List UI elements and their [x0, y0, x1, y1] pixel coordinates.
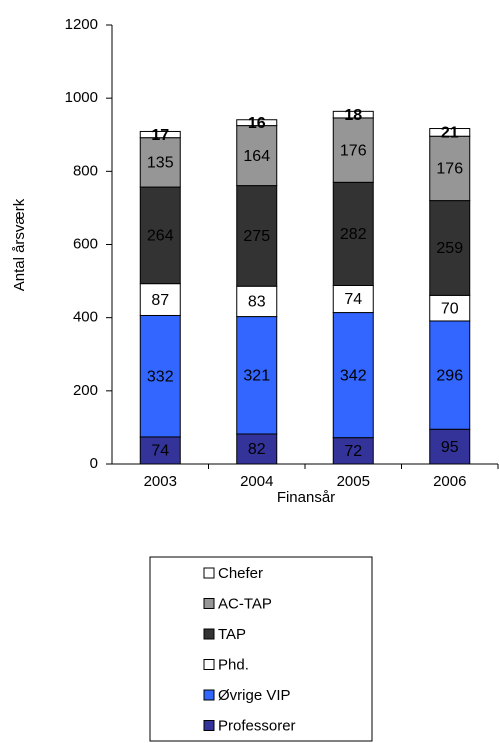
bar-segment [236, 316, 278, 435]
data-label: 332 [147, 368, 174, 385]
bar-segment [236, 125, 278, 187]
data-label: 18 [344, 107, 362, 124]
data-label: 72 [344, 443, 362, 460]
bar-segment [332, 110, 374, 119]
bar-segment [332, 117, 374, 183]
y-tick-label: 200 [73, 382, 98, 399]
y-axis-title: Antal årsværk [11, 198, 28, 291]
bar-segment [429, 128, 471, 137]
bar-segment [139, 137, 181, 188]
data-label: 282 [340, 226, 367, 243]
y-tick-label: 1200 [65, 16, 98, 33]
legend-swatch [203, 689, 215, 701]
data-label: 17 [151, 127, 169, 144]
bar-segment [429, 135, 471, 202]
y-tick-label: 800 [73, 162, 98, 179]
bar-segment [139, 283, 181, 316]
data-label: 74 [344, 291, 362, 308]
data-label: 296 [436, 367, 463, 384]
legend-label: Professorer [218, 717, 296, 734]
bar-segment [139, 186, 181, 285]
bar-segment [236, 433, 278, 465]
data-label: 16 [248, 115, 266, 132]
y-tick-label: 0 [90, 455, 98, 472]
bar-segment [429, 320, 471, 430]
legend-box [149, 556, 373, 742]
bar-segment [139, 130, 181, 139]
x-tick-label: 2003 [144, 473, 177, 490]
data-label: 176 [340, 142, 367, 159]
data-label: 95 [441, 439, 459, 456]
bar-segment [139, 314, 181, 438]
bar-segment [236, 185, 278, 287]
y-tick-label: 600 [73, 235, 98, 252]
data-label: 74 [151, 443, 169, 460]
data-label: 87 [151, 292, 169, 309]
bar-segment [429, 200, 471, 296]
x-tick-label: 2005 [337, 473, 370, 490]
data-label: 264 [147, 228, 174, 245]
legend-label: Øvrige VIP [218, 687, 291, 704]
bar-segment [332, 181, 374, 286]
data-label: 135 [147, 155, 174, 172]
data-label: 83 [248, 294, 266, 311]
x-axis-title: Finansår [277, 489, 335, 506]
data-label: 176 [436, 161, 463, 178]
data-label: 342 [340, 367, 367, 384]
legend-swatch [203, 659, 215, 670]
legend-swatch [203, 567, 215, 579]
legend-swatch [203, 598, 215, 609]
data-label: 82 [248, 441, 266, 458]
legend-label: Chefer [218, 565, 263, 582]
legend-label: AC-TAP [218, 595, 272, 612]
y-tick-label: 400 [73, 309, 98, 326]
data-label: 275 [243, 228, 270, 245]
bar-segment [332, 312, 374, 439]
y-tick-label: 1000 [65, 89, 98, 106]
x-tick-label: 2006 [433, 473, 466, 490]
data-label: 70 [441, 300, 459, 317]
data-label: 321 [243, 368, 270, 385]
bar-segment [236, 119, 278, 127]
bar-segment [429, 428, 471, 465]
legend-swatch [203, 628, 215, 640]
data-label: 21 [441, 125, 459, 142]
legend-label: Phd. [218, 656, 249, 673]
legend-label: TAP [218, 626, 246, 643]
x-tick-label: 2004 [240, 473, 273, 490]
data-label: 164 [243, 148, 270, 165]
data-label: 259 [436, 240, 463, 257]
bar-segment [332, 437, 374, 465]
legend-swatch [203, 720, 215, 731]
